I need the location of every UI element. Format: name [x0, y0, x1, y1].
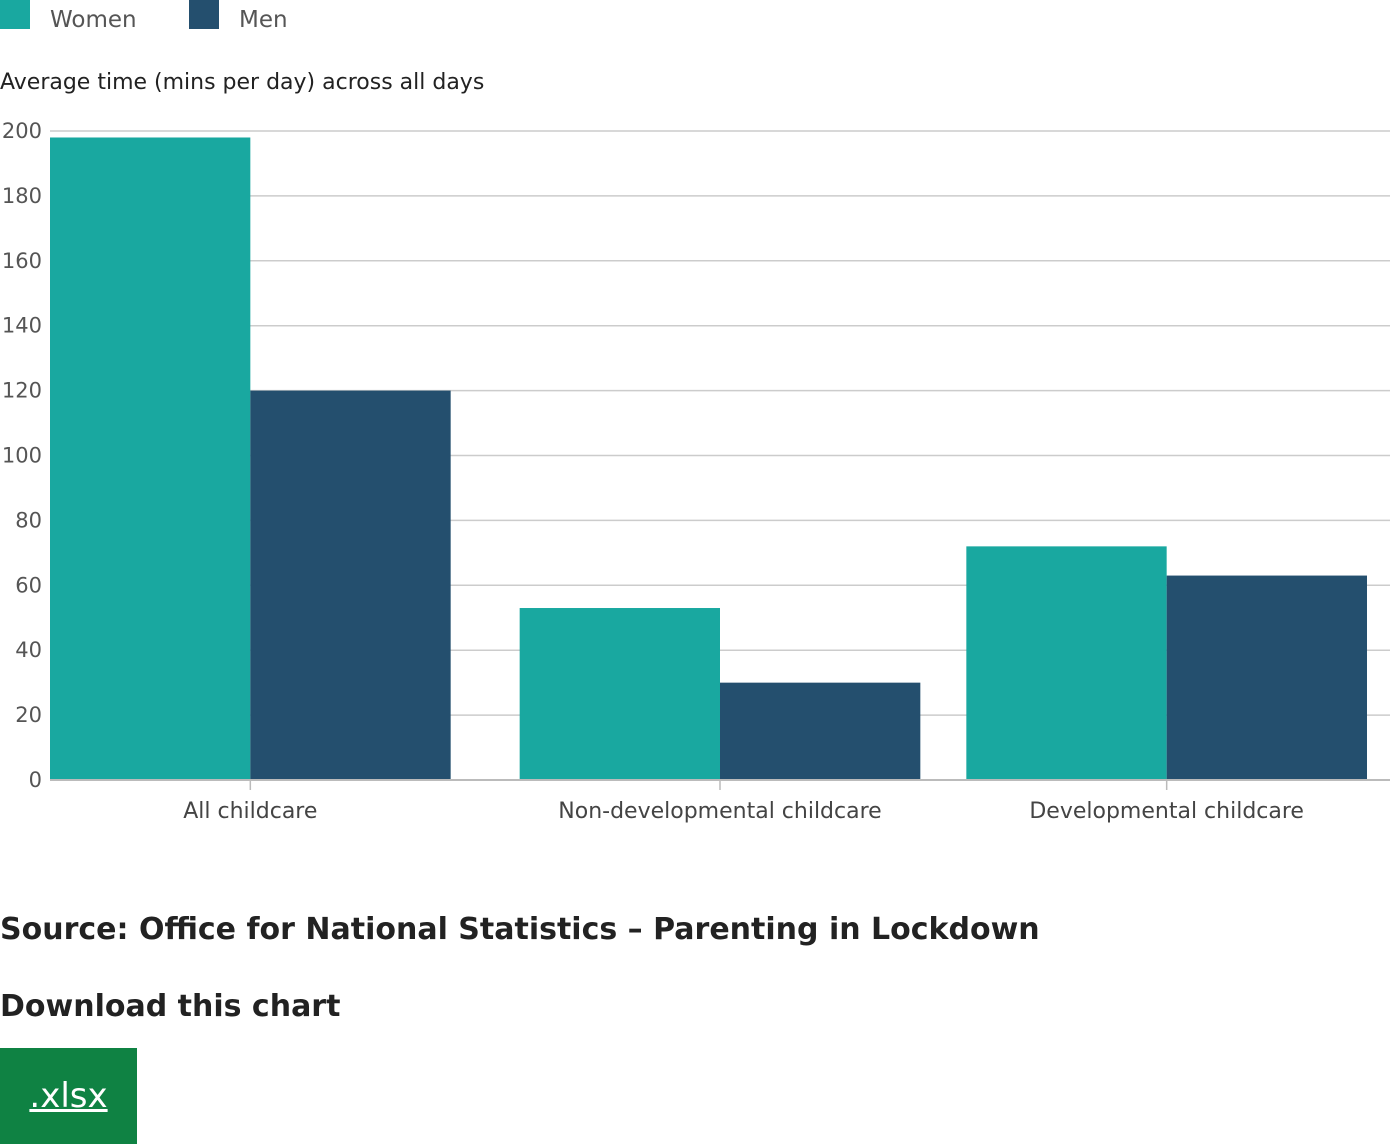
y-tick-label-200: 200	[2, 119, 42, 143]
x-tick-label-all-childcare: All childcare	[183, 799, 317, 824]
bar-women-developmental-childcare	[966, 546, 1167, 780]
y-tick-label-0: 0	[29, 768, 42, 792]
y-axis-ticks: 0 20 40 60 80 100 120 140 160 180 200	[2, 119, 42, 792]
bar-men-non-developmental-childcare	[720, 682, 921, 780]
bars	[50, 137, 1367, 781]
legend-label-men: Men	[239, 7, 288, 33]
y-tick-label-60: 60	[15, 573, 42, 597]
y-tick-label-180: 180	[2, 184, 42, 208]
legend-swatch-women	[0, 0, 30, 29]
y-tick-label-140: 140	[2, 314, 42, 338]
bar-women-all-childcare	[50, 137, 251, 781]
bar-men-developmental-childcare	[1166, 575, 1367, 780]
x-axis	[50, 779, 1390, 790]
y-tick-label-120: 120	[2, 379, 42, 403]
bar-chart: Average time (mins per day) across all d…	[0, 70, 1390, 824]
bar-women-non-developmental-childcare	[519, 608, 720, 780]
y-tick-label-160: 160	[2, 249, 42, 273]
y-axis-label: Average time (mins per day) across all d…	[0, 70, 484, 95]
legend-item-women: Women	[0, 0, 137, 41]
legend-label-women: Women	[50, 7, 137, 33]
x-tick-label-non-developmental-childcare: Non-developmental childcare	[558, 799, 881, 824]
source-note: Source: Office for National Statistics –…	[0, 912, 1040, 947]
chart-legend: Women Men	[0, 0, 600, 44]
y-tick-label-100: 100	[2, 444, 42, 468]
x-tick-label-developmental-childcare: Developmental childcare	[1029, 799, 1304, 824]
bar-men-all-childcare	[250, 390, 451, 780]
y-tick-label-20: 20	[15, 703, 42, 727]
y-tick-label-80: 80	[15, 508, 42, 532]
download-heading: Download this chart	[0, 989, 341, 1024]
legend-item-men: Men	[189, 0, 288, 41]
download-xlsx-button[interactable]: .xlsx	[0, 1048, 137, 1144]
y-tick-label-40: 40	[15, 638, 42, 662]
legend-swatch-men	[189, 0, 219, 29]
category-labels: All childcare Non-developmental childcare…	[183, 799, 1304, 824]
